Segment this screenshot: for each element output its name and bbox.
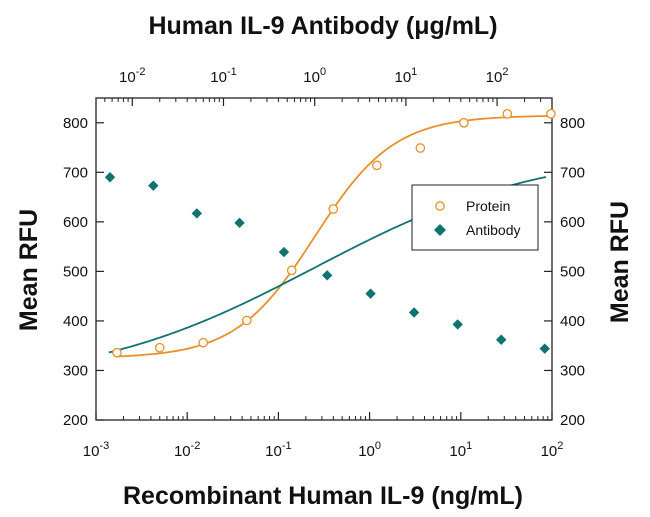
legend: Protein Antibody [411,184,539,251]
x-tick-label-exponent: 1 [466,440,472,452]
data-point-antibody [191,208,203,219]
y-tick-label-right: 800 [560,115,585,132]
data-points [104,109,556,358]
y-tick-label-left: 600 [63,214,88,231]
y-tick-label-left: 800 [63,115,88,132]
x2-tick-label: 10-2 [119,66,145,86]
x-tick-label-base: 10 [83,443,100,460]
data-point-antibody [496,334,507,345]
x2-tick-label-base: 10 [486,69,503,86]
x-tick-label-exponent: 0 [375,440,381,452]
data-point-protein [112,347,122,358]
y-tick-label-right: 400 [560,313,585,330]
chart-title: Human IL-9 Antibody (μg/mL) [148,12,497,40]
data-point-antibody [539,343,550,354]
x-tick-label: 10-1 [265,440,291,460]
y-tick-label-left: 500 [63,263,88,280]
data-point-antibody [234,217,245,229]
plot-frame [95,97,553,421]
x2-tick-label-exponent: -2 [136,66,146,78]
legend-label-protein: Protein [466,198,510,214]
y-axis-title-right: Mean RFU [606,201,634,323]
data-point-protein [241,315,252,326]
y-tick-label-left: 400 [63,313,88,330]
x2-tick-label-exponent: -1 [227,66,237,78]
x2-tick-label-exponent: 2 [502,66,508,78]
y-tick-label-left: 300 [63,362,88,379]
x-tick-label-exponent: -2 [191,440,201,452]
x2-tick-label-exponent: 1 [411,66,417,78]
data-point-antibody [321,270,333,281]
x-tick-label-exponent: 2 [557,440,563,452]
x-tick-label: 102 [541,440,564,460]
data-point-antibody [365,288,376,299]
data-point-antibody [148,180,159,191]
y-tick-label-left: 700 [63,164,88,181]
x-tick-label: 100 [358,440,381,460]
x2-tick-label-base: 10 [119,69,136,86]
x2-tick-label: 10-1 [210,66,236,86]
data-point-antibody [452,319,463,330]
data-point-protein [198,337,209,348]
data-point-protein [415,143,426,153]
x-tick-label-base: 10 [449,443,466,460]
data-point-antibody [408,307,420,318]
x-tick-label: 10-3 [83,440,109,460]
y-tick-label-right: 200 [560,412,585,429]
data-point-protein [546,109,556,119]
x2-tick-label: 102 [486,66,509,86]
x-axis-title: Recombinant Human IL-9 (ng/mL) [123,482,523,510]
x-tick-label: 10-2 [174,440,200,460]
legend-box [411,184,539,251]
x-tick-label-exponent: -1 [282,440,292,452]
x2-tick-label-base: 10 [210,69,227,86]
data-point-antibody [104,172,116,183]
legend-marker-antibody [434,224,446,236]
x2-tick-label: 101 [394,66,417,86]
legend-label-antibody: Antibody [466,222,520,238]
data-point-protein [502,109,513,119]
x-tick-label-base: 10 [174,443,191,460]
x2-tick-label: 100 [303,66,326,86]
data-point-protein [286,265,297,276]
data-point-protein [154,342,165,353]
data-point-protein [458,117,469,128]
x-tick-label-exponent: -3 [99,440,109,452]
x-tick-label-base: 10 [265,443,282,460]
y-tick-label-right: 300 [560,362,585,379]
x-tick-label-base: 10 [358,443,375,460]
data-point-protein [371,160,382,171]
y-axis-title-left: Mean RFU [15,209,43,331]
data-point-antibody [278,246,290,258]
y-tick-label-right: 700 [560,164,585,181]
y-tick-label-right: 600 [560,214,585,231]
data-point-protein [328,204,339,214]
y-tick-label-left: 200 [63,412,88,429]
x-tick-label-base: 10 [541,443,558,460]
x2-tick-label-base: 10 [394,69,411,86]
x2-tick-label-base: 10 [303,69,320,86]
x-tick-label: 101 [449,440,472,460]
y-tick-label-right: 500 [560,263,585,280]
legend-marker-protein [435,201,445,211]
x2-tick-label-exponent: 0 [320,66,326,78]
